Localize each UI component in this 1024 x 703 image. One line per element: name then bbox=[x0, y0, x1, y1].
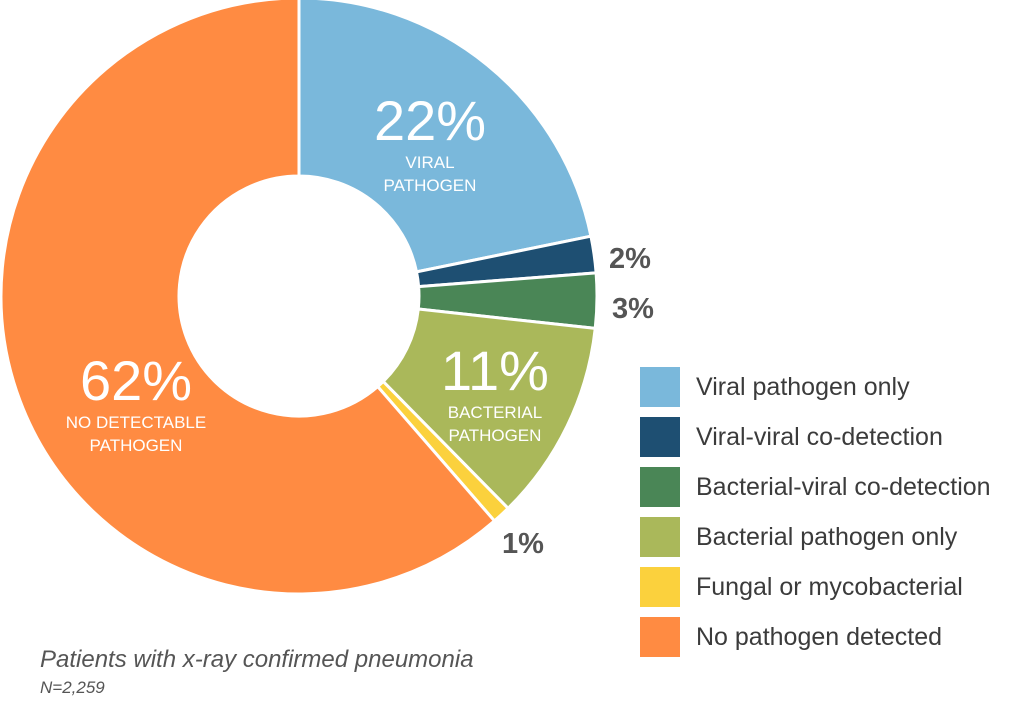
legend-label: Bacterial pathogen only bbox=[696, 522, 958, 551]
slice-name-label: PATHOGEN bbox=[449, 426, 542, 445]
slice-percent-label: 62% bbox=[80, 349, 192, 412]
slice-percent-label: 3% bbox=[612, 293, 654, 325]
legend-label: Fungal or mycobacterial bbox=[696, 572, 963, 601]
donut-slice bbox=[297, 0, 593, 274]
chart-sample-size: N=2,259 bbox=[40, 678, 105, 697]
slice-name-label: VIRAL bbox=[405, 153, 454, 172]
donut-slice bbox=[381, 307, 597, 510]
slice-name-label: PATHOGEN bbox=[90, 436, 183, 455]
legend: Viral pathogen only Viral-viral co-detec… bbox=[640, 362, 991, 662]
legend-swatch bbox=[640, 517, 680, 557]
chart-caption: Patients with x-ray confirmed pneumonia bbox=[40, 646, 474, 673]
legend-item: Viral pathogen only bbox=[640, 362, 991, 412]
legend-item: No pathogen detected bbox=[640, 612, 991, 662]
legend-item: Viral-viral co-detection bbox=[640, 412, 991, 462]
legend-item: Bacterial-viral co-detection bbox=[640, 462, 991, 512]
legend-label: No pathogen detected bbox=[696, 622, 943, 651]
legend-label: Viral-viral co-detection bbox=[696, 422, 943, 451]
legend-item: Fungal or mycobacterial bbox=[640, 562, 991, 612]
legend-swatch bbox=[640, 567, 680, 607]
legend-swatch bbox=[640, 467, 680, 507]
donut-slice bbox=[0, 0, 496, 596]
slice-percent-label: 1% bbox=[502, 528, 544, 560]
legend-label: Bacterial-viral co-detection bbox=[696, 472, 991, 501]
slice-name-label: BACTERIAL bbox=[448, 403, 542, 422]
legend-swatch bbox=[640, 417, 680, 457]
legend-item: Bacterial pathogen only bbox=[640, 512, 991, 562]
legend-label: Viral pathogen only bbox=[696, 372, 910, 401]
legend-swatch bbox=[640, 367, 680, 407]
slice-name-label: PATHOGEN bbox=[384, 176, 477, 195]
legend-swatch bbox=[640, 617, 680, 657]
slice-percent-label: 11% bbox=[441, 339, 549, 402]
slice-percent-label: 2% bbox=[609, 243, 651, 275]
slice-percent-label: 22% bbox=[374, 89, 486, 152]
slice-name-label: NO DETECTABLE bbox=[66, 413, 206, 432]
